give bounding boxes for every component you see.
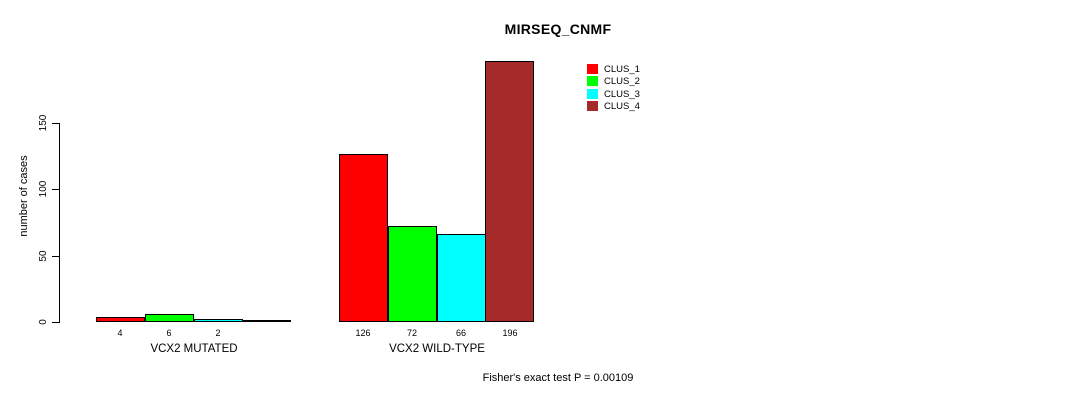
bar-clus_2 xyxy=(388,226,437,322)
bar-value-label: 4 xyxy=(117,328,123,338)
legend-label: CLUS_3 xyxy=(604,88,640,100)
legend-label: CLUS_1 xyxy=(604,63,640,75)
bar-value-label: 196 xyxy=(502,328,518,338)
bar-value-label: 72 xyxy=(406,328,417,338)
bar-clus_2 xyxy=(145,314,194,322)
bar-clus_3 xyxy=(194,319,243,322)
y-axis-tick xyxy=(52,123,59,124)
legend-row: CLUS_3 xyxy=(587,88,677,100)
bar-clus_4-zero xyxy=(242,320,291,322)
y-axis-line xyxy=(59,123,60,323)
y-axis-label-text: number of cases xyxy=(18,155,30,237)
bar-value-label: 66 xyxy=(455,328,466,338)
y-axis-tick xyxy=(52,189,59,190)
y-axis-tick-label: 50 xyxy=(38,250,49,262)
y-axis-tick xyxy=(52,322,59,323)
legend-swatch-clus_1 xyxy=(587,64,598,74)
group-label: VCX2 WILD-TYPE xyxy=(389,343,485,355)
legend-swatch-clus_2 xyxy=(587,76,598,86)
bar-clus_4 xyxy=(485,61,534,322)
legend-label: CLUS_2 xyxy=(604,75,640,87)
bar-value-label: 2 xyxy=(215,328,221,338)
legend-row: CLUS_2 xyxy=(587,75,677,87)
y-axis-tick xyxy=(52,256,59,257)
legend-label: CLUS_4 xyxy=(604,100,640,112)
y-axis-tick-label: 100 xyxy=(38,180,49,198)
bar-clus_1 xyxy=(339,154,388,322)
bar-clus_1 xyxy=(96,317,145,322)
legend-swatch-clus_3 xyxy=(587,89,598,99)
group-label: VCX2 MUTATED xyxy=(150,343,238,355)
legend-row: CLUS_4 xyxy=(587,100,677,112)
chart-title: MIRSEQ_CNMF xyxy=(504,21,612,37)
bar-clus_3 xyxy=(437,234,486,322)
y-axis-tick-label: 150 xyxy=(38,114,49,132)
legend-swatch-clus_4 xyxy=(587,101,598,111)
y-axis-tick-label: 0 xyxy=(38,319,49,325)
legend-row: CLUS_1 xyxy=(587,63,677,75)
bar-value-label: 6 xyxy=(166,328,172,338)
footnote: Fisher's exact test P = 0.00109 xyxy=(482,372,634,384)
bar-value-label: 126 xyxy=(355,328,371,338)
y-axis-label: number of cases xyxy=(17,126,31,266)
